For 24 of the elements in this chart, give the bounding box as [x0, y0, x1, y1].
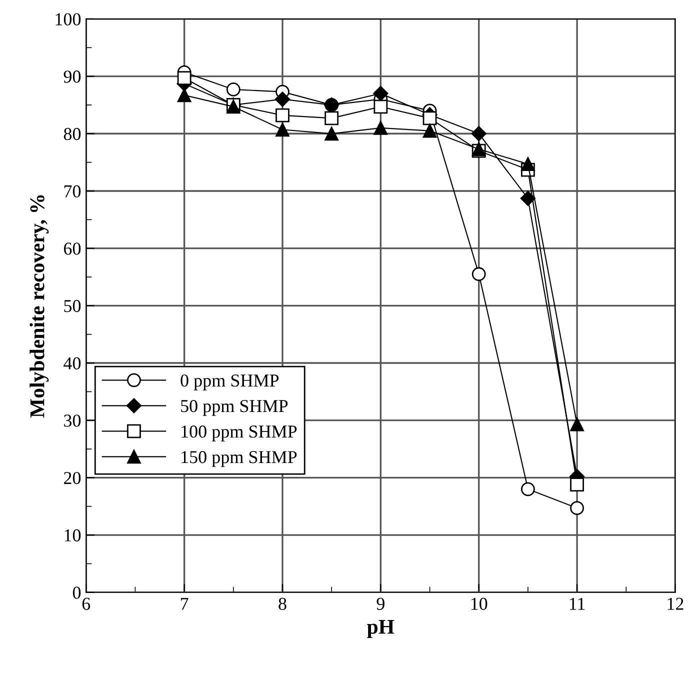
x-tick-label: 9: [376, 598, 384, 610]
y-tick-label: 70: [64, 185, 81, 198]
y-tick-label: 60: [64, 242, 81, 255]
y-tick-label: 80: [64, 128, 81, 140]
legend-label: 50 ppm SHMP: [181, 400, 288, 416]
legend-label: 0 ppm SHMP: [180, 374, 279, 390]
y-tick-label: 0: [72, 586, 81, 599]
y-tick-label: 90: [64, 70, 81, 83]
legend-label: 150 ppm SHMP: [182, 451, 297, 467]
y-axis-title: Molybdenite recovery, %: [30, 195, 49, 418]
x-tick-label: 7: [180, 598, 188, 610]
y-tick-label: 20: [64, 472, 81, 484]
y-tick-label: 10: [64, 529, 81, 542]
y-tick-label: 30: [64, 414, 81, 427]
x-axis-title: pH: [367, 620, 394, 638]
x-tick-label: 11: [570, 598, 585, 610]
x-tick-label: 10: [471, 598, 488, 610]
y-tick-label: 40: [64, 357, 81, 370]
x-tick-label: 6: [82, 598, 90, 610]
legend-label: 100 ppm SHMP: [182, 425, 297, 442]
y-tick-label: 50: [64, 300, 81, 312]
x-tick-label: 12: [668, 598, 684, 610]
y-tick-label: 100: [56, 13, 81, 26]
x-tick-label: 8: [278, 598, 286, 610]
